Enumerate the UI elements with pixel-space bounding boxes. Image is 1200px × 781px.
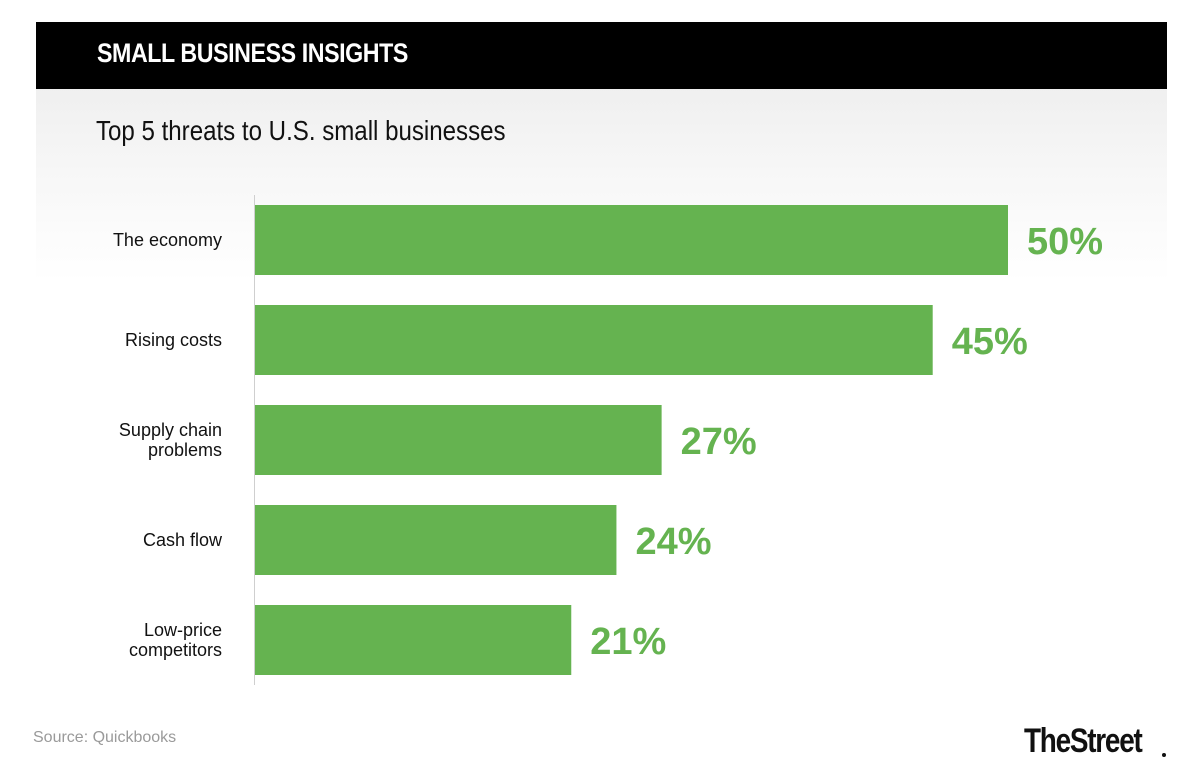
- header-title: SMALL BUSINESS INSIGHTS: [97, 38, 408, 68]
- category-label: The economy: [113, 230, 222, 250]
- data-label: 24%: [635, 521, 711, 563]
- category-label: Supply chain: [119, 420, 222, 440]
- brand-logo-dot: [1162, 753, 1166, 757]
- bar: [255, 505, 617, 575]
- brand-logo: TheStreet: [1024, 722, 1143, 760]
- chart-title: Top 5 threats to U.S. small businesses: [96, 115, 506, 146]
- category-label: competitors: [129, 640, 222, 660]
- bar-chart: The economy 50% Rising costs 45% Supply chai…: [113, 195, 1103, 685]
- category-label: Rising costs: [125, 330, 222, 350]
- bar: [255, 405, 662, 475]
- category-label: Cash flow: [143, 530, 223, 550]
- bar: [255, 305, 933, 375]
- bar: [255, 205, 1008, 275]
- data-label: 50%: [1027, 221, 1103, 263]
- chart-card: SMALL BUSINESS INSIGHTS Top 5 threats to…: [36, 22, 1167, 714]
- data-label: 21%: [590, 621, 666, 663]
- category-label: problems: [148, 440, 222, 460]
- data-label: 27%: [681, 421, 757, 463]
- category-label: Low-price: [144, 620, 222, 640]
- source-note: Source: Quickbooks: [33, 729, 177, 746]
- data-label: 45%: [952, 321, 1028, 363]
- header-bar: SMALL BUSINESS INSIGHTS: [36, 22, 1167, 89]
- bar: [255, 605, 572, 675]
